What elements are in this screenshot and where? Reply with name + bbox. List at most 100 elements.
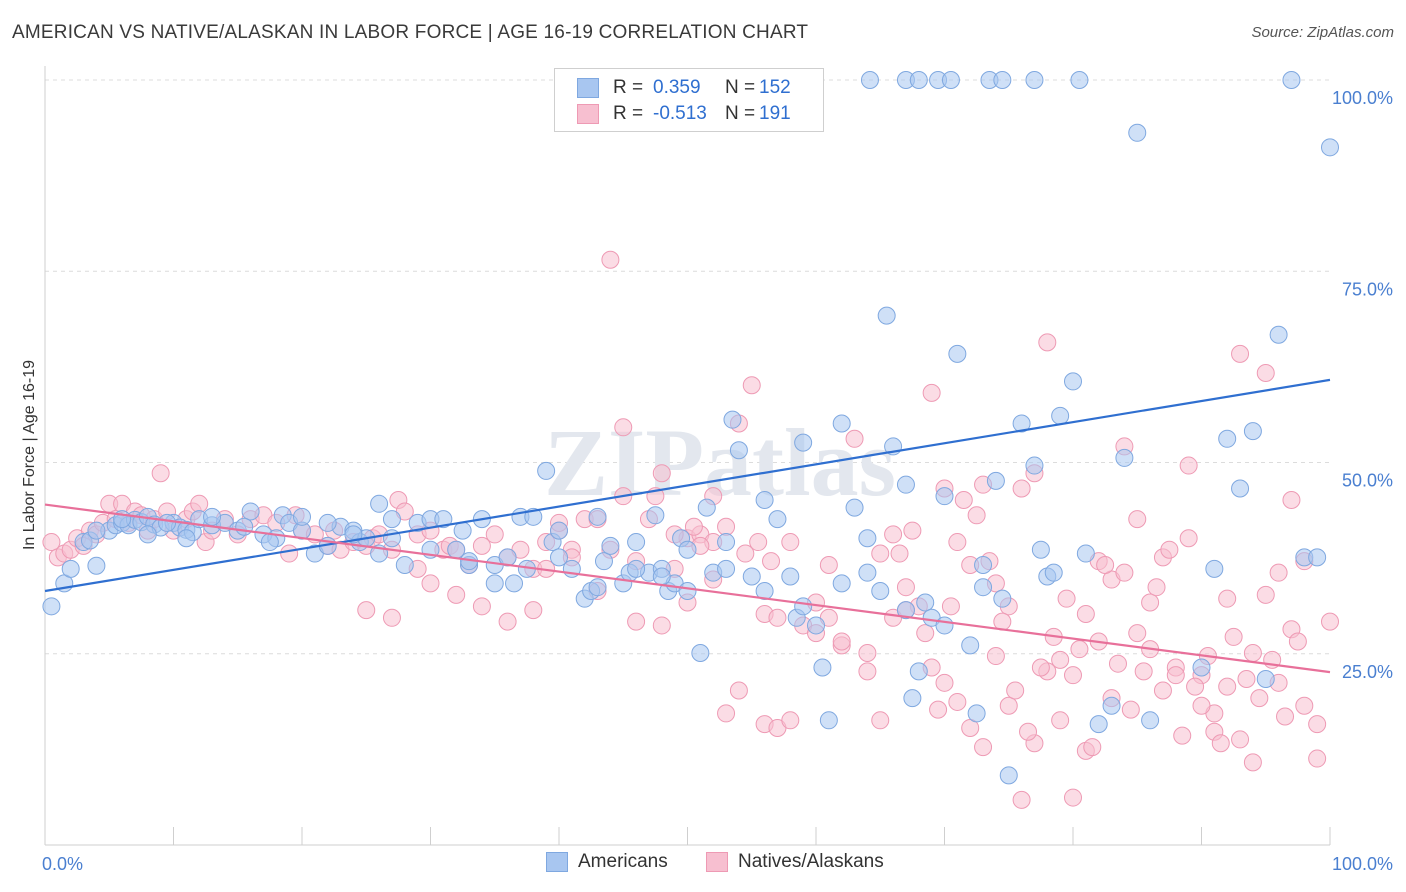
americans-point: [485, 574, 504, 593]
americans-point: [877, 306, 896, 325]
americans-point: [678, 540, 697, 559]
americans-point: [813, 658, 832, 677]
natives-point: [1134, 662, 1153, 681]
americans-point: [858, 529, 877, 548]
natives-point: [832, 632, 851, 651]
natives-point: [1269, 563, 1288, 582]
americans-point: [537, 461, 556, 480]
natives-point: [190, 494, 209, 513]
americans-point: [896, 475, 915, 494]
x-tick-label: 100.0%: [1332, 854, 1393, 874]
americans-point: [652, 567, 671, 586]
americans-point: [941, 71, 960, 89]
y-tick-label: 50.0%: [1342, 471, 1393, 491]
natives-point: [1153, 681, 1172, 700]
natives-point: [485, 525, 504, 544]
natives-point: [472, 597, 491, 616]
legend-item-natives[interactable]: Natives/Alaskans: [706, 851, 884, 873]
legend-item-americans[interactable]: Americans: [546, 851, 668, 873]
americans-point: [1256, 669, 1275, 688]
natives-point: [948, 533, 967, 552]
americans-legend-swatch: [546, 852, 568, 872]
natives-point: [1243, 643, 1262, 662]
natives-point: [684, 517, 703, 536]
americans-point: [755, 582, 774, 601]
natives-point: [1141, 593, 1160, 612]
natives-point: [524, 601, 543, 620]
americans-point: [87, 521, 106, 540]
natives-point: [781, 711, 800, 730]
natives-point: [421, 574, 440, 593]
natives-point: [858, 643, 877, 662]
n-label: N =: [725, 77, 756, 98]
natives-point: [1166, 666, 1185, 685]
natives-point: [845, 429, 864, 448]
r-label: R =: [613, 77, 644, 98]
americans-point: [999, 766, 1018, 785]
natives-point: [151, 464, 170, 483]
americans-point: [550, 548, 568, 567]
americans-point: [1044, 563, 1063, 582]
natives-point: [1179, 529, 1198, 548]
americans-point: [903, 689, 922, 708]
americans-point: [1070, 71, 1089, 89]
natives-point: [967, 506, 986, 525]
natives-point: [768, 608, 787, 627]
americans-point: [203, 507, 222, 526]
natives-point: [896, 578, 915, 597]
americans-point: [755, 490, 774, 509]
natives-point: [652, 464, 671, 483]
natives-point: [652, 616, 671, 635]
americans-point: [434, 510, 453, 529]
americans-point: [1064, 372, 1082, 391]
americans-point: [832, 414, 851, 433]
stats-legend: R = 0.359 N = 152 R = -0.513 N = 191: [554, 68, 824, 132]
natives-point: [736, 544, 755, 563]
americans-point: [1218, 429, 1237, 448]
americans-point: [601, 536, 620, 555]
americans-point: [860, 71, 879, 89]
americans-point: [986, 471, 1005, 490]
americans-point: [1012, 414, 1031, 433]
americans-point: [794, 597, 813, 616]
natives-point: [903, 521, 922, 540]
americans-point: [678, 582, 697, 601]
natives-point: [871, 711, 890, 730]
americans-point: [961, 636, 980, 655]
natives-point: [1147, 578, 1166, 597]
legend-row-natives: R = -0.513 N = 191: [577, 103, 791, 125]
natives-point: [890, 544, 909, 563]
americans-point: [1115, 448, 1134, 467]
americans-point: [1321, 138, 1339, 157]
natives-point: [884, 525, 903, 544]
americans-point: [742, 567, 761, 586]
americans-point: [293, 507, 311, 526]
natives-point: [819, 556, 838, 575]
natives-point: [1019, 722, 1038, 741]
natives-point: [986, 647, 1005, 666]
natives-point: [1243, 753, 1262, 772]
chart-title: AMERICAN VS NATIVE/ALASKAN IN LABOR FORC…: [12, 22, 809, 43]
natives-point: [1237, 669, 1256, 688]
americans-point: [550, 521, 568, 540]
americans-point: [993, 71, 1012, 89]
americans-point: [1269, 325, 1288, 344]
natives-point: [1256, 363, 1275, 382]
natives-point: [1211, 734, 1230, 753]
natives-point: [717, 704, 736, 723]
natives-point: [929, 700, 948, 719]
natives-point: [1224, 627, 1243, 646]
americans-point: [781, 567, 800, 586]
americans-point: [87, 556, 106, 575]
natives-point: [1308, 749, 1327, 768]
americans-point: [177, 529, 196, 548]
americans-point: [1205, 559, 1224, 578]
americans-point: [723, 410, 742, 429]
natives-point: [1051, 711, 1070, 730]
americans-point: [974, 578, 993, 597]
americans-point: [318, 513, 337, 532]
americans-point: [241, 502, 260, 521]
natives-point: [762, 552, 781, 571]
americans-point: [832, 574, 851, 593]
